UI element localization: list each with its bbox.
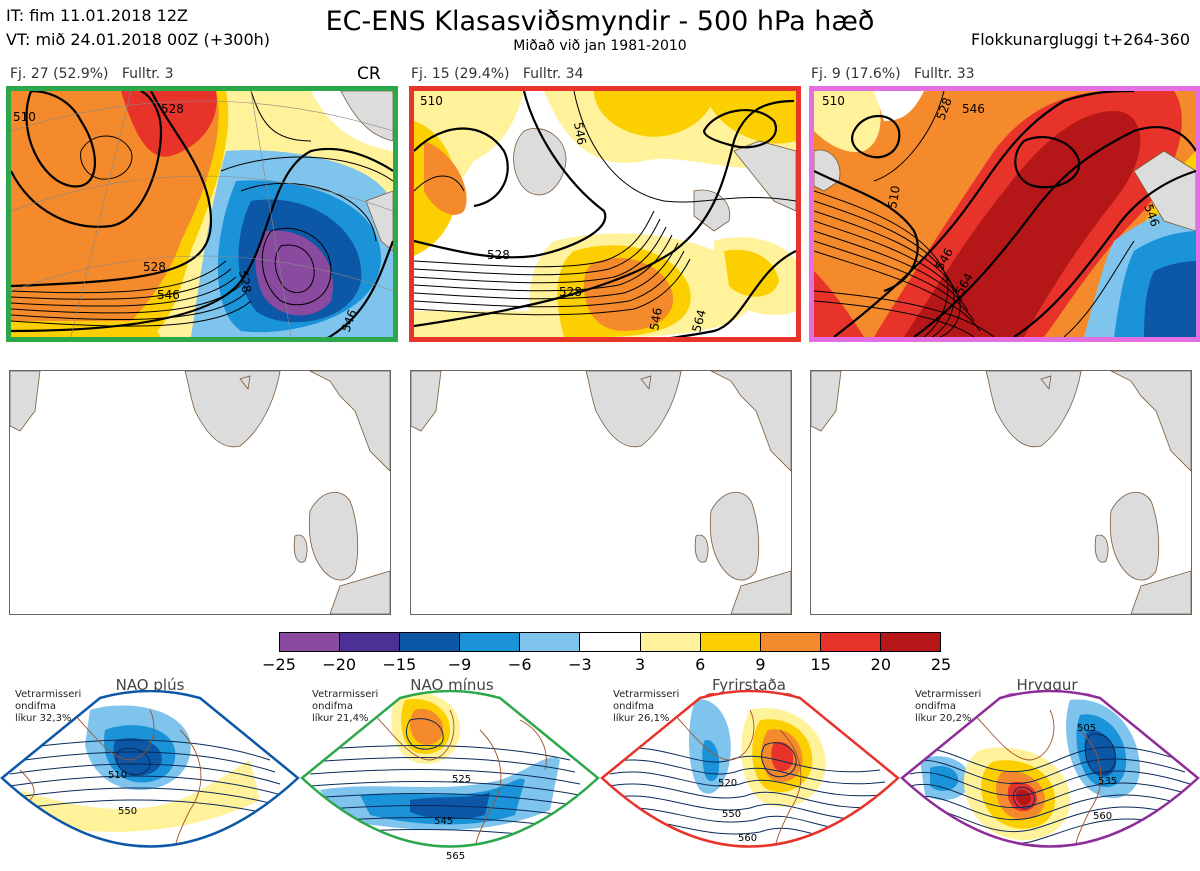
regime-4-contour-label: 535	[1098, 776, 1117, 787]
colorbar-swatch	[340, 633, 401, 651]
cluster-2-anomaly-field: 510 528 528 546 546 564	[414, 91, 796, 337]
colorbar-tick-label: −9	[447, 655, 472, 674]
regime-2-contour-label: 525	[452, 774, 471, 785]
regime-2-map: 525 545 565	[300, 690, 600, 862]
cluster-2-contour-label: 528	[559, 285, 582, 299]
regime-2-title: NAO mínus	[410, 676, 494, 694]
colorbar-swatch	[460, 633, 521, 651]
colorbar-tick-label: −3	[568, 655, 592, 674]
cluster-3-map[interactable]: 510 546 510 528 546 564 546	[809, 86, 1200, 342]
cluster-1-contour-label: 528	[236, 269, 254, 294]
cluster-1-contour-label: 546	[157, 288, 180, 302]
cluster-3-contour-label: 510	[822, 94, 845, 108]
colorbar-swatch	[700, 633, 761, 651]
cluster-2-contour-label: 564	[689, 308, 708, 334]
regime-3-title: Fyrirstaða	[712, 676, 786, 694]
regime-3-contour-label: 560	[738, 833, 757, 844]
cluster-2-map[interactable]: 510 528 528 546 546 564	[409, 86, 801, 342]
cluster-2-contour-label: 546	[647, 307, 665, 332]
cluster-3-contour-label: 546	[962, 102, 985, 116]
cluster-2-land-map	[410, 370, 792, 615]
cluster-2-contour-label: 510	[420, 94, 443, 108]
regime-2-contour-label: 545	[434, 816, 453, 827]
colorbar-tick-label: −20	[322, 655, 357, 674]
classification-window: Flokkunargluggi t+264-360	[971, 30, 1190, 49]
cluster-1-badge: CR	[357, 64, 381, 84]
cluster-3-anomaly-field: 510 546 510 528 546 564 546	[814, 91, 1196, 337]
regime-4-map: 505 535 560	[900, 690, 1200, 848]
it-line: IT: fim 11.01.2018 12Z	[6, 6, 188, 25]
cluster-1-land-map	[9, 370, 391, 615]
regime-1-title: NAO plús	[115, 676, 185, 694]
colorbar-swatch	[400, 633, 461, 651]
regime-1-map: 510 550	[0, 690, 300, 848]
colorbar-swatch	[640, 633, 701, 651]
regime-4-contour-label: 505	[1077, 723, 1096, 734]
cluster-2-contour-label: 528	[487, 248, 510, 262]
colorbar-tick-label: 25	[930, 655, 952, 674]
page-subtitle: Miðað við jan 1981-2010	[513, 38, 687, 54]
colorbar-tick-label: 15	[810, 655, 831, 674]
colorbar-tick-label: 20	[870, 655, 891, 674]
cluster-2-contour-label: 546	[571, 121, 589, 146]
colorbar-swatch	[520, 633, 581, 651]
regime-2-contour-label: 565	[446, 851, 465, 862]
cluster-1-label: Fj. 27 (52.9%) Fulltr. 3	[10, 66, 174, 82]
anomaly-colorbar	[279, 632, 941, 652]
cluster-3-contour-label: 510	[885, 185, 903, 210]
page-title: EC-ENS Klasasviðsmyndir - 500 hPa hæð	[325, 6, 875, 37]
regime-4-contour-label: 560	[1093, 811, 1112, 822]
cluster-3-land-map	[810, 370, 1192, 615]
colorbar-swatch	[280, 633, 341, 651]
cluster-3-label: Fj. 9 (17.6%) Fulltr. 33	[811, 66, 975, 82]
regime-1-text: Vetrarmisseri ondifma líkur 32,3%	[15, 689, 82, 724]
colorbar-tick-label: −6	[507, 655, 532, 674]
regime-4-title: Hryggur	[1016, 676, 1078, 694]
cluster-2-label: Fj. 15 (29.4%) Fulltr. 34	[411, 66, 584, 82]
regime-4-text: Vetrarmisseri ondifma líkur 20,2%	[915, 689, 982, 724]
cluster-1-contour-label: 528	[143, 260, 166, 274]
colorbar-swatch	[580, 633, 641, 651]
regime-3-contour-label: 520	[718, 778, 737, 789]
regime-2-text: Vetrarmisseri ondifma líkur 21,4%	[312, 689, 379, 724]
colorbar-tick-label: 3	[634, 655, 646, 674]
cluster-1-map[interactable]: 510 528 528 546 528 546	[6, 86, 398, 342]
colorbar-tick-label: 9	[755, 655, 766, 674]
colorbar-tick-label: −15	[382, 655, 417, 674]
header-info: IT: fim 11.01.2018 12Z VT: mið 24.01.201…	[6, 4, 270, 52]
regime-3-text: Vetrarmisseri ondifma líkur 26,1%	[613, 689, 680, 724]
regime-1-contour-label: 550	[118, 806, 137, 817]
vt-line: VT: mið 24.01.2018 00Z (+300h)	[6, 30, 271, 49]
colorbar-swatch	[880, 633, 941, 651]
regime-3-map: 520 550 560	[600, 690, 900, 848]
cluster-1-contour-label: 528	[161, 102, 184, 116]
regime-3-contour-label: 550	[722, 809, 741, 820]
colorbar-swatch	[760, 633, 821, 651]
cluster-1-anomaly-field: 510 528 528 546 528 546	[11, 91, 393, 337]
colorbar-tick-label: −25	[262, 655, 296, 674]
colorbar-tick-label: 6	[695, 655, 706, 674]
regime-1-contour-label: 510	[108, 770, 127, 781]
colorbar-swatch	[820, 633, 881, 651]
cluster-1-contour-label: 510	[13, 110, 36, 124]
